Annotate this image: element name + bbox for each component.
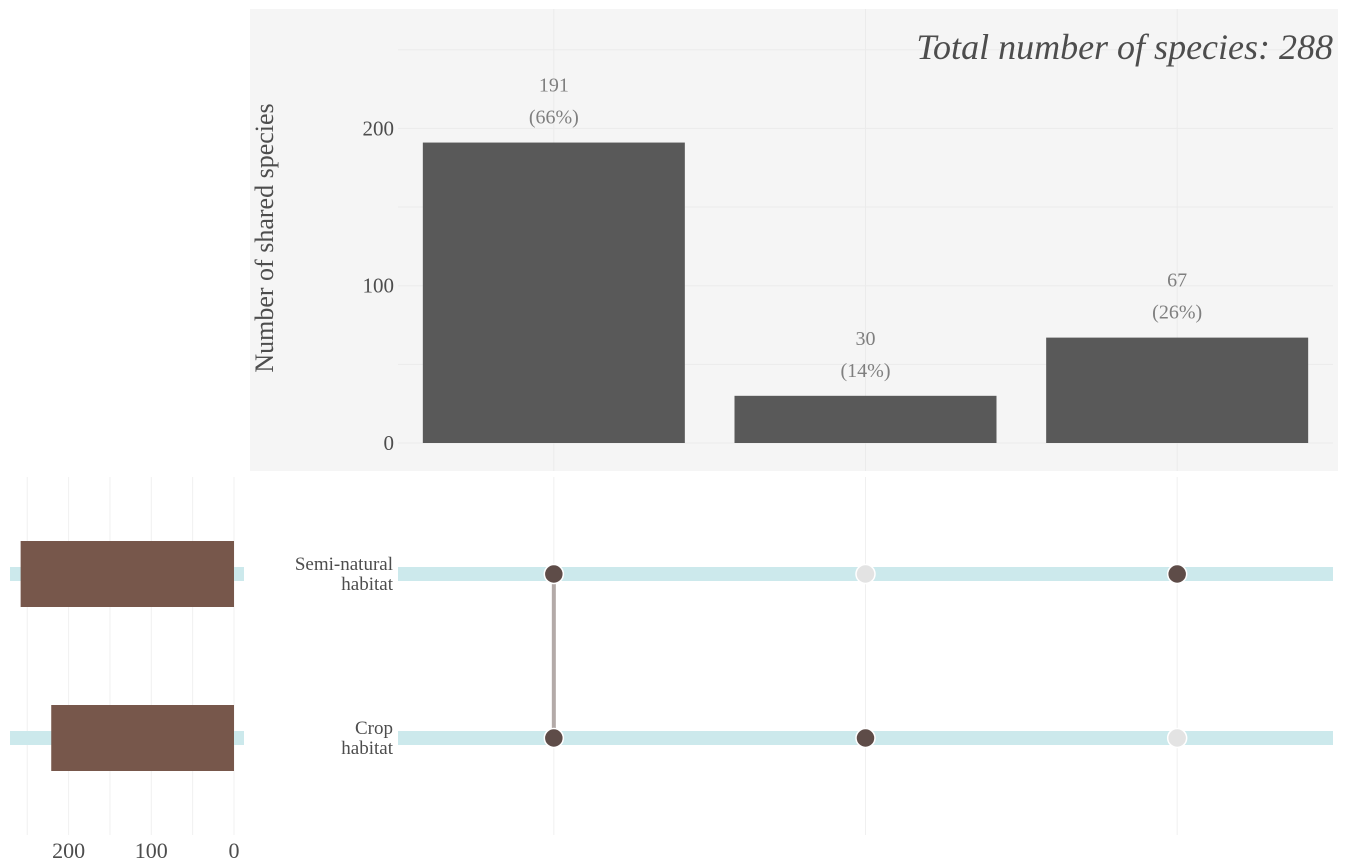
intersection-bar <box>1046 337 1309 443</box>
intersection-bars <box>422 142 1309 443</box>
y-axis-label: Number of shared species <box>250 103 279 372</box>
set-label-line: habitat <box>341 738 393 759</box>
set-size-bar <box>20 541 234 607</box>
bar-percent-label: (14%) <box>841 360 891 382</box>
intersection-bar-labels: 191 (66%) 30 (14%) 67 (26%) <box>529 75 1202 382</box>
matrix-dot-inactive <box>855 563 876 585</box>
matrix-dot-inactive <box>1166 727 1188 749</box>
bar-percent-label: (26%) <box>1152 302 1202 324</box>
intersection-bar <box>734 395 997 443</box>
intersection-matrix <box>543 563 1188 749</box>
set-size-ticks: 200 100 0 <box>52 838 239 863</box>
bottom-grid <box>26 477 1178 835</box>
set-size-bars <box>20 541 234 771</box>
set-size-bar <box>51 705 234 771</box>
matrix-dot-active <box>543 563 565 585</box>
chart-title: Total number of species: 288 <box>916 27 1333 67</box>
matrix-dot-active <box>855 727 876 749</box>
bar-percent-label: (66%) <box>529 107 579 129</box>
y-axis-ticks: 0 100 200 <box>363 116 395 455</box>
y-tick-label: 0 <box>384 431 395 455</box>
set-size-tick-label: 100 <box>135 838 168 863</box>
y-tick-label: 200 <box>363 116 395 140</box>
bar-value-label: 67 <box>1167 270 1187 292</box>
set-label-line: Semi-natural <box>295 554 393 575</box>
set-label-line: Crop <box>355 718 393 739</box>
set-size-tick-label: 200 <box>52 838 85 863</box>
matrix-dot-active <box>543 727 565 749</box>
matrix-dot-active <box>1166 563 1188 585</box>
y-tick-label: 100 <box>363 274 395 298</box>
set-label-line: habitat <box>341 574 393 595</box>
bar-value-label: 191 <box>539 75 569 97</box>
bar-value-label: 30 <box>856 328 876 350</box>
intersection-bar <box>422 142 685 443</box>
set-size-tick-label: 0 <box>229 838 240 863</box>
